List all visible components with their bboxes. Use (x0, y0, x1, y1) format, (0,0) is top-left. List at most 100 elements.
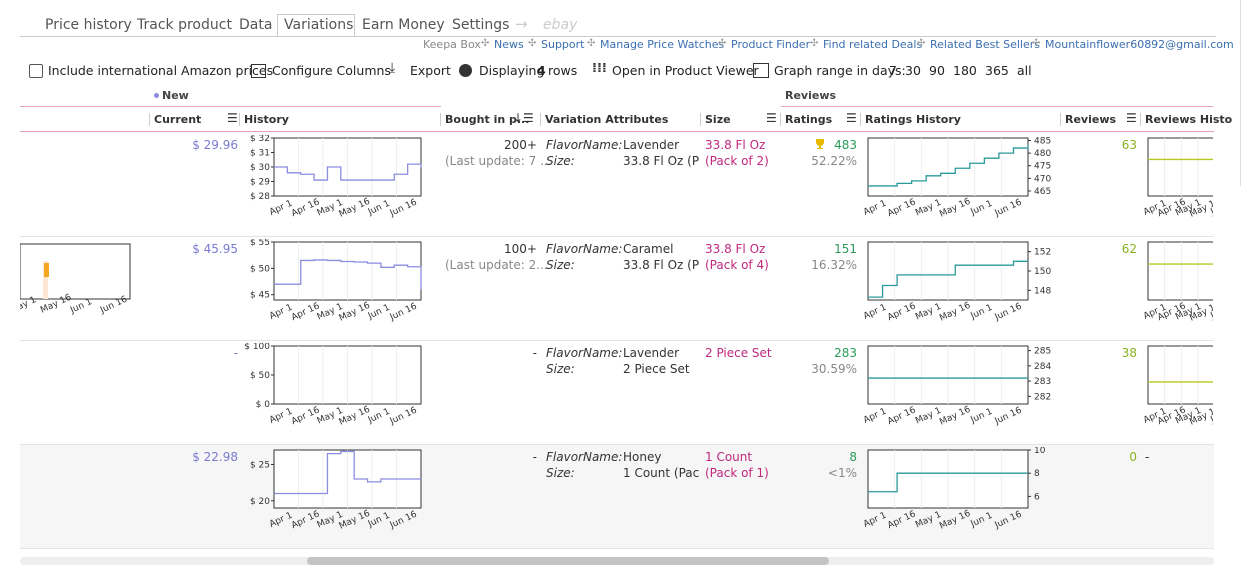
column-divider (1140, 113, 1141, 126)
trophy-icon (816, 139, 824, 149)
link[interactable]: Support (541, 38, 585, 51)
tab[interactable]: Track product (137, 17, 232, 33)
bought: - (532, 450, 537, 464)
trophy (816, 139, 824, 149)
column-header[interactable]: Variation Attributes (545, 113, 669, 126)
tab[interactable]: Data (239, 17, 273, 33)
date-label: Apr 1 (862, 303, 888, 322)
viewer[interactable]: Open in Product Viewer (612, 63, 759, 78)
y-tick-label: $ 30 (250, 163, 270, 173)
column-header[interactable]: Bought in p... (445, 113, 530, 126)
date-label: Apr 16 (886, 301, 918, 323)
y-tick-label: 283 (1034, 377, 1051, 387)
viewer-icon: ⁞⁞⁞ (592, 61, 607, 76)
column-menu: ☰ (227, 111, 238, 125)
link[interactable]: Manage Price Watches (600, 38, 725, 51)
y-tick-label: $ 45 (250, 291, 270, 301)
column-divider (780, 113, 781, 126)
range-option[interactable]: 90 (929, 63, 945, 78)
y-tick-label: 485 (1034, 137, 1051, 147)
link[interactable]: Product Finder (731, 38, 811, 51)
y-tick-label: 465 (1034, 187, 1051, 197)
calendar-icon (753, 63, 769, 78)
tab[interactable]: Settings (452, 17, 510, 33)
date-label: May 16 (938, 405, 972, 428)
column-menu: ☰ (1126, 111, 1137, 125)
reviews: 62 (1121, 242, 1137, 256)
last-update: (Last update: 2... (445, 258, 548, 272)
attr-value: 33.8 Fl Oz (Pac (623, 154, 699, 168)
tab[interactable]: Variations (284, 17, 354, 33)
bar (43, 261, 48, 299)
link[interactable]: Related Best Sellers (930, 38, 1041, 51)
export[interactable]: Export (410, 63, 451, 78)
date-label: Jun 1 (969, 511, 995, 530)
y-tick-label: $ 100 (244, 343, 270, 352)
column-header[interactable]: Reviews Histo (1145, 113, 1233, 126)
right-edge (1240, 0, 1241, 186)
y-tick-label: $ 20 (250, 497, 270, 507)
column-header[interactable]: Reviews (1065, 113, 1117, 126)
intl-label[interactable]: Include international Amazon prices (48, 63, 274, 78)
row-line (20, 340, 1214, 341)
y-tick-label: 470 (1034, 174, 1051, 184)
attr-value: Honey (623, 450, 662, 464)
range-label: Graph range in days: (774, 63, 906, 78)
separator: ✣ (481, 38, 490, 49)
current: $ 22.98 (192, 450, 238, 464)
date-label: Jun 16 (388, 302, 419, 324)
column-header[interactable]: History (244, 113, 289, 126)
link[interactable]: News (494, 38, 524, 51)
column-divider (1060, 113, 1061, 126)
range-option[interactable]: 30 (905, 63, 921, 78)
size: 33.8 Fl Oz (705, 138, 766, 152)
date-label: Jun 1 (969, 407, 995, 426)
link[interactable]: Mountainflower60892@gmail.com (1045, 38, 1234, 51)
separator: ✣ (528, 38, 537, 49)
tab[interactable]: Earn Money (362, 17, 445, 33)
y-tick-label: 475 (1034, 162, 1051, 172)
date-label: May 16 (938, 301, 972, 324)
range-option[interactable]: 365 (985, 63, 1009, 78)
range-option[interactable]: 7 (889, 63, 897, 78)
attr-key: Size: (546, 258, 575, 272)
tab[interactable]: ebay (543, 17, 578, 33)
current: - (233, 346, 238, 360)
separator: ✣ (718, 38, 727, 49)
column-header[interactable]: Ratings History (865, 113, 961, 126)
tab[interactable]: Price history (45, 17, 132, 33)
size: 33.8 Fl Oz (705, 242, 766, 256)
date-label: May 16 (938, 197, 972, 220)
y-tick-label: 150 (1034, 267, 1051, 277)
new-dot (154, 93, 159, 98)
column-header[interactable]: Current (154, 113, 202, 126)
range-option[interactable]: 180 (953, 63, 977, 78)
column-header[interactable]: Ratings (785, 113, 833, 126)
column-header[interactable]: Size (705, 113, 731, 126)
y-tick-label: 10 (1034, 447, 1046, 456)
configure[interactable]: Configure Columns (272, 63, 391, 78)
date-label: May 1 (914, 406, 943, 427)
range-option[interactable]: all (1017, 63, 1032, 78)
link[interactable]: Keepa Box (423, 38, 481, 51)
date-label: May 1 (914, 198, 943, 219)
date-label: Jun 16 (388, 198, 419, 220)
y-tick-label: $ 50 (250, 371, 270, 381)
rating-pct: 16.32% (811, 258, 857, 272)
scroll-thumb (307, 557, 829, 565)
date-label: Jun 1 (1209, 303, 1213, 322)
attr-key: Size: (546, 466, 575, 480)
date-label: Jun 16 (993, 510, 1024, 532)
column-menu: ☰ (846, 111, 857, 125)
row-line (20, 236, 1214, 237)
link[interactable]: Find related Deals (823, 38, 923, 51)
attr-value: 2 Piece Set (623, 362, 690, 376)
date-label: Apr 16 (886, 405, 918, 427)
attr-value: 1 Count (Pack (623, 466, 699, 480)
